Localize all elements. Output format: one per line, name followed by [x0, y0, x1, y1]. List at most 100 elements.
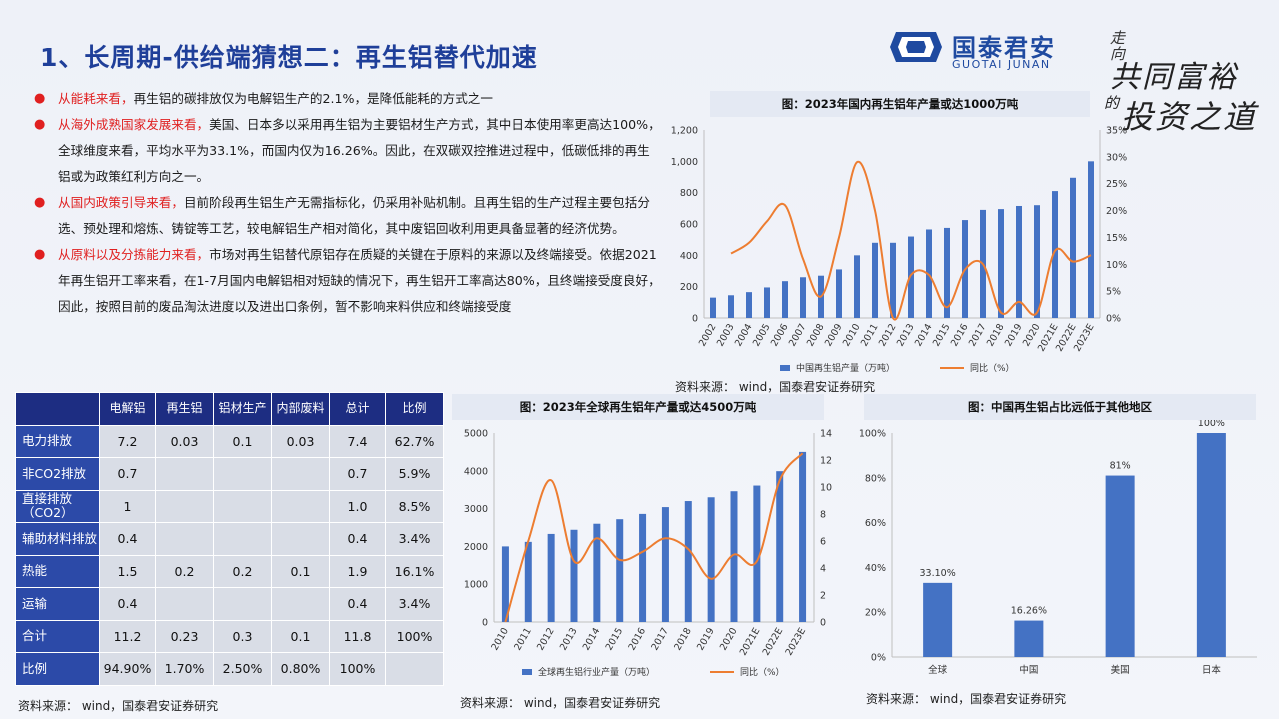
- x-tick-label: 2012: [877, 322, 899, 348]
- table-cell: [385, 652, 444, 686]
- bar: [1070, 177, 1076, 318]
- x-tick-label: 全球: [928, 664, 948, 676]
- bar: [753, 485, 761, 622]
- table-row: 直接排放（CO2） 1 1.0 8.5%: [15, 489, 444, 523]
- table-cell: [213, 489, 272, 523]
- table-cell: 0.80%: [271, 652, 330, 686]
- y-tick-label: 0%: [871, 653, 886, 664]
- x-tick-label: 2019: [695, 626, 717, 652]
- y-tick-right-label: 12: [820, 456, 832, 467]
- table-cell: [271, 457, 330, 491]
- x-tick-label: 2020: [718, 626, 740, 652]
- bar: [524, 541, 532, 622]
- x-tick-label: 2014: [913, 322, 935, 348]
- table-cell: 0.23: [155, 619, 214, 653]
- x-tick-label: 2016: [627, 626, 649, 652]
- x-tick-label: 2019: [1003, 322, 1025, 348]
- bullet-text: 市场对再生铝替代原铝存在质疑的关键在于原料的来源以及终端接受。依据2021年再生…: [58, 247, 661, 314]
- x-tick-label: 2015: [931, 322, 953, 348]
- bar: [684, 501, 692, 622]
- bar: [730, 491, 738, 622]
- table-cell: [213, 587, 272, 621]
- y-tick-right-label: 15%: [1106, 233, 1127, 244]
- y-tick-left-label: 600: [680, 220, 698, 231]
- y-tick-left-label: 5000: [464, 429, 488, 440]
- logo-text-cn: 国泰君安: [952, 34, 1056, 62]
- x-tick-label: 2021E: [738, 626, 763, 658]
- data-label: 16.26%: [1011, 606, 1047, 617]
- chart-domestic-production: 0 200 400 600 800 1,000 1,200 0% 5% 10% 15% 20% 25% 3…: [671, 126, 1127, 375]
- legend-bar-label: 中国再生铝产量（万吨）: [796, 362, 895, 374]
- table-cell: 0.1: [271, 554, 330, 588]
- y-tick-left-label: 200: [680, 282, 698, 293]
- y-tick-left-label: 2000: [464, 542, 488, 553]
- y-tick-right-label: 10: [820, 483, 832, 494]
- table-cell: 0.4: [99, 587, 156, 621]
- table-row-header: 辅助材料排放: [15, 522, 100, 556]
- series-line-yoy: [730, 160, 1092, 321]
- table-cell: 16.1%: [385, 554, 444, 588]
- y-tick-left-label: 1000: [464, 580, 488, 591]
- table-header-cell: 总计: [329, 392, 386, 426]
- data-label: 81%: [1110, 461, 1131, 472]
- table-row-header: 非CO2排放: [15, 457, 100, 491]
- chart2-source: 资料来源： wind，国泰君安证券研究: [460, 696, 661, 710]
- table-row-header: 比例: [15, 652, 100, 686]
- table-cell: [271, 522, 330, 556]
- x-tick-label: 2008: [805, 322, 827, 348]
- table-row: 运输 0.4 0.4 3.4%: [15, 587, 444, 621]
- x-tick-label: 2011: [512, 626, 534, 652]
- bullet-text: 再生铝的碳排放仅为电解铝生产的2.1%，是降低能耗的方式之一: [133, 91, 493, 106]
- x-tick-label: 2006: [769, 322, 791, 348]
- bar: [1088, 161, 1094, 318]
- bar: [1014, 620, 1044, 657]
- bar: [854, 255, 860, 318]
- bar: [1034, 205, 1040, 318]
- y-tick-right-label: 2: [820, 591, 826, 602]
- table-row: 比例 94.90% 1.70% 2.50% 0.80% 100%: [15, 652, 444, 686]
- x-tick-label: 2018: [672, 626, 694, 652]
- table-cell: 0.2: [155, 554, 214, 588]
- bar: [998, 209, 1004, 318]
- table-cell: 3.4%: [385, 587, 444, 621]
- bullet-item: ● 从原料以及分拣能力来看，市场对再生铝替代原铝存在质疑的关键在于原料的来源以及终…: [32, 242, 662, 320]
- x-tick-label: 2010: [489, 626, 511, 652]
- slogan-line-3: 的投资之道: [1104, 92, 1257, 138]
- table-cell: [213, 522, 272, 556]
- y-tick-label: 60%: [865, 518, 886, 529]
- y-tick-left-label: 1,000: [671, 157, 698, 168]
- chart3-title: 图：中国再生铝占比远低于其他地区: [864, 394, 1256, 420]
- bar: [776, 471, 784, 622]
- x-tick-label: 2014: [581, 626, 603, 652]
- y-tick-left-label: 400: [680, 251, 698, 262]
- y-tick-label: 20%: [865, 608, 886, 619]
- x-tick-label: 2012: [535, 626, 557, 652]
- emission-table: 电解铝 再生铝 铝材生产 内部废料 总计 比例 电力排放 7.2 0.03 0.1 0.…: [15, 392, 444, 686]
- bullet-text: 美国、日本多以采用再生铝为主要铝材生产方式，其中日本使用率更高达100%，全球维…: [58, 117, 661, 184]
- table-row-header: 热能: [15, 554, 100, 588]
- table-row-header: 合计: [15, 619, 100, 653]
- y-tick-right-label: 30%: [1106, 152, 1127, 163]
- bar: [782, 281, 788, 318]
- bullet-list: ● 从能耗来看，再生铝的碳排放仅为电解铝生产的2.1%，是降低能耗的方式之一 ● 从…: [32, 86, 662, 320]
- table-cell: 3.4%: [385, 522, 444, 556]
- table-header-row: 电解铝 再生铝 铝材生产 内部废料 总计 比例: [15, 392, 444, 426]
- table-cell: [271, 489, 330, 523]
- y-tick-left-label: 1,200: [671, 126, 698, 137]
- bullet-highlight: 从海外成熟国家发展来看，: [58, 117, 210, 132]
- table-row: 辅助材料排放 0.4 0.4 3.4%: [15, 522, 444, 556]
- x-tick-label: 2013: [895, 322, 917, 348]
- y-tick-right-label: 14: [820, 429, 832, 440]
- x-tick-label: 日本: [1202, 664, 1222, 676]
- bullet-dot-icon: ●: [34, 195, 46, 210]
- x-tick-label: 2009: [823, 322, 845, 348]
- y-tick-left-label: 4000: [464, 466, 488, 477]
- x-tick-label: 2023E: [784, 626, 809, 658]
- x-tick-label: 2011: [859, 322, 881, 348]
- y-tick-right-label: 10%: [1106, 260, 1127, 271]
- legend-bar-swatch: [522, 669, 532, 675]
- table-cell: 0.1: [213, 424, 272, 458]
- bullet-highlight: 从能耗来看，: [58, 91, 134, 106]
- legend-line-label: 同比（%）: [970, 362, 1015, 374]
- y-tick-right-label: 35%: [1106, 126, 1127, 137]
